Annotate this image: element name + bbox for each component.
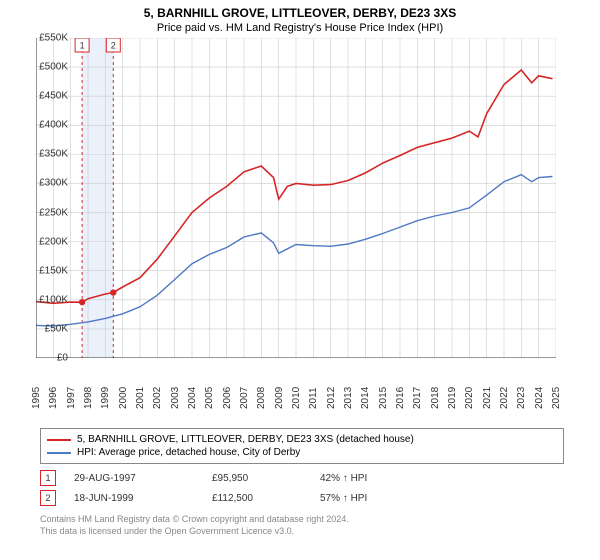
- marker-price: £112,500: [212, 493, 302, 504]
- marker-date: 29-AUG-1997: [74, 473, 194, 484]
- x-tick-label: 2017: [412, 387, 423, 409]
- x-tick-label: 2002: [152, 387, 163, 409]
- x-tick-label: 2021: [482, 387, 493, 409]
- x-tick-label: 2010: [291, 387, 302, 409]
- x-tick-label: 1999: [100, 387, 111, 409]
- line-chart: 12: [36, 38, 556, 358]
- y-tick-label: £550K: [39, 33, 68, 44]
- legend: 5, BARNHILL GROVE, LITTLEOVER, DERBY, DE…: [40, 428, 564, 464]
- y-tick-label: £450K: [39, 91, 68, 102]
- x-tick-label: 2004: [187, 387, 198, 409]
- legend-swatch: [47, 439, 71, 441]
- x-tick-label: 2013: [343, 387, 354, 409]
- marker-price: £95,950: [212, 473, 302, 484]
- marker-pct: 42% ↑ HPI: [320, 473, 367, 484]
- y-tick-label: £200K: [39, 236, 68, 247]
- legend-label: HPI: Average price, detached house, City…: [77, 447, 300, 458]
- y-tick-label: £150K: [39, 265, 68, 276]
- x-tick-label: 2016: [395, 387, 406, 409]
- y-tick-label: £300K: [39, 178, 68, 189]
- x-tick-label: 2024: [534, 387, 545, 409]
- chart-subtitle: Price paid vs. HM Land Registry's House …: [0, 20, 600, 38]
- y-tick-label: £250K: [39, 207, 68, 218]
- x-tick-label: 2015: [378, 387, 389, 409]
- marker-pct: 57% ↑ HPI: [320, 493, 367, 504]
- x-tick-label: 2023: [516, 387, 527, 409]
- footer-line: Contains HM Land Registry data © Crown c…: [40, 514, 564, 526]
- marker-badge: 1: [40, 470, 56, 486]
- svg-text:2: 2: [111, 41, 116, 51]
- legend-label: 5, BARNHILL GROVE, LITTLEOVER, DERBY, DE…: [77, 434, 414, 445]
- x-tick-label: 2009: [274, 387, 285, 409]
- y-tick-label: £100K: [39, 294, 68, 305]
- x-tick-label: 2008: [256, 387, 267, 409]
- chart-title: 5, BARNHILL GROVE, LITTLEOVER, DERBY, DE…: [0, 0, 600, 20]
- x-tick-label: 1996: [48, 387, 59, 409]
- x-tick-label: 2014: [360, 387, 371, 409]
- x-tick-label: 2000: [118, 387, 129, 409]
- x-tick-label: 2019: [447, 387, 458, 409]
- x-tick-label: 1995: [31, 387, 42, 409]
- x-tick-label: 2012: [326, 387, 337, 409]
- y-tick-label: £350K: [39, 149, 68, 160]
- legend-item: HPI: Average price, detached house, City…: [47, 446, 557, 459]
- x-tick-label: 2006: [222, 387, 233, 409]
- x-tick-label: 2025: [551, 387, 562, 409]
- x-tick-label: 2007: [239, 387, 250, 409]
- chart-area: £0 £50K £100K £150K £200K £250K £300K £350K £400…: [36, 38, 596, 388]
- marker-row: 1 29-AUG-1997 £95,950 42% ↑ HPI: [40, 468, 564, 488]
- legend-swatch: [47, 452, 71, 454]
- x-axis-labels: 1995199619971998199920002001200220032004…: [36, 388, 596, 426]
- marker-badge: 2: [40, 490, 56, 506]
- legend-item: 5, BARNHILL GROVE, LITTLEOVER, DERBY, DE…: [47, 433, 557, 446]
- x-tick-label: 2020: [464, 387, 475, 409]
- x-tick-label: 2003: [170, 387, 181, 409]
- x-tick-label: 2022: [499, 387, 510, 409]
- x-tick-label: 2001: [135, 387, 146, 409]
- y-tick-label: £50K: [45, 323, 68, 334]
- marker-row: 2 18-JUN-1999 £112,500 57% ↑ HPI: [40, 488, 564, 508]
- x-tick-label: 2011: [308, 387, 319, 409]
- y-tick-label: £400K: [39, 120, 68, 131]
- x-tick-label: 2018: [430, 387, 441, 409]
- footer-line: This data is licensed under the Open Gov…: [40, 526, 564, 538]
- x-tick-label: 1997: [66, 387, 77, 409]
- svg-text:1: 1: [80, 41, 85, 51]
- y-tick-label: £0: [57, 353, 68, 364]
- marker-table: 1 29-AUG-1997 £95,950 42% ↑ HPI 2 18-JUN-1999…: [40, 468, 564, 508]
- footer-attribution: Contains HM Land Registry data © Crown c…: [40, 514, 564, 537]
- x-tick-label: 1998: [83, 387, 94, 409]
- x-tick-label: 2005: [204, 387, 215, 409]
- marker-date: 18-JUN-1999: [74, 493, 194, 504]
- y-tick-label: £500K: [39, 62, 68, 73]
